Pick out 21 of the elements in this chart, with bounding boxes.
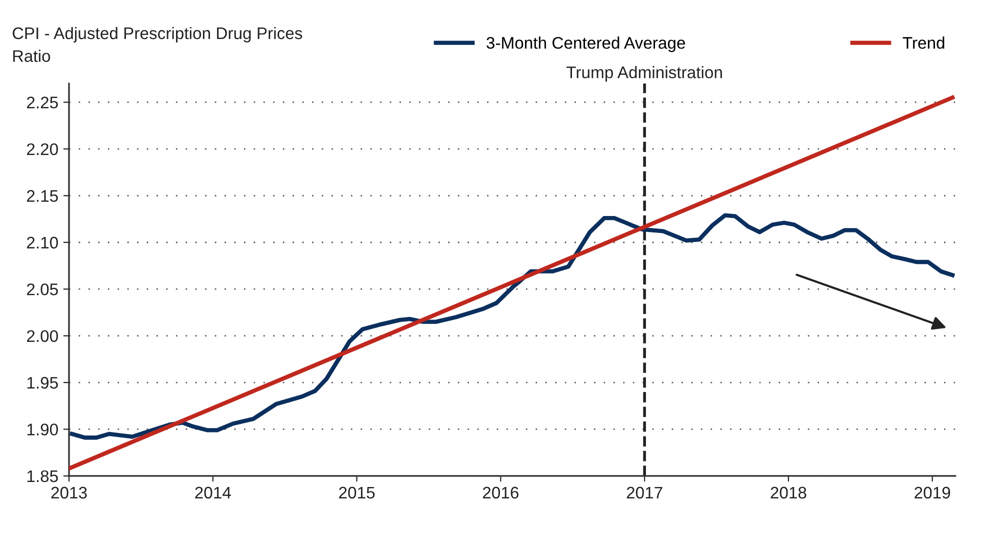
y-tick-label: 2.15 bbox=[26, 190, 58, 202]
x-tick-label: 2013 bbox=[51, 486, 87, 499]
y-tick-label: 1.85 bbox=[27, 470, 58, 482]
y-tick-label: 1.90 bbox=[27, 424, 58, 436]
y-tick-label: 1.95 bbox=[27, 376, 58, 389]
ref-line-label: Trump Administration bbox=[566, 66, 722, 82]
x-tick-label: 2015 bbox=[339, 486, 375, 499]
x-tick-label: 2019 bbox=[914, 486, 950, 499]
x-tick-label: 2016 bbox=[482, 486, 518, 499]
line-series bbox=[70, 213, 955, 440]
legend-label: 3-Month Centered Average bbox=[486, 36, 685, 52]
y-tick-label: 2.05 bbox=[26, 283, 58, 296]
y-axis-title: CPI - Adjusted Prescription Drug Prices Ratio bbox=[12, 26, 302, 62]
y-tick-label: 2.00 bbox=[26, 330, 58, 342]
x-tick-label: 2014 bbox=[195, 486, 231, 499]
x-tick-label: 2018 bbox=[770, 486, 806, 499]
x-tick-label: 2017 bbox=[626, 486, 662, 499]
y-tick-label: 2.25 bbox=[26, 96, 58, 108]
y-tick-label: 2.10 bbox=[26, 236, 58, 249]
legend-label: Trend bbox=[902, 36, 944, 49]
y-tick-label: 2.20 bbox=[26, 143, 58, 156]
